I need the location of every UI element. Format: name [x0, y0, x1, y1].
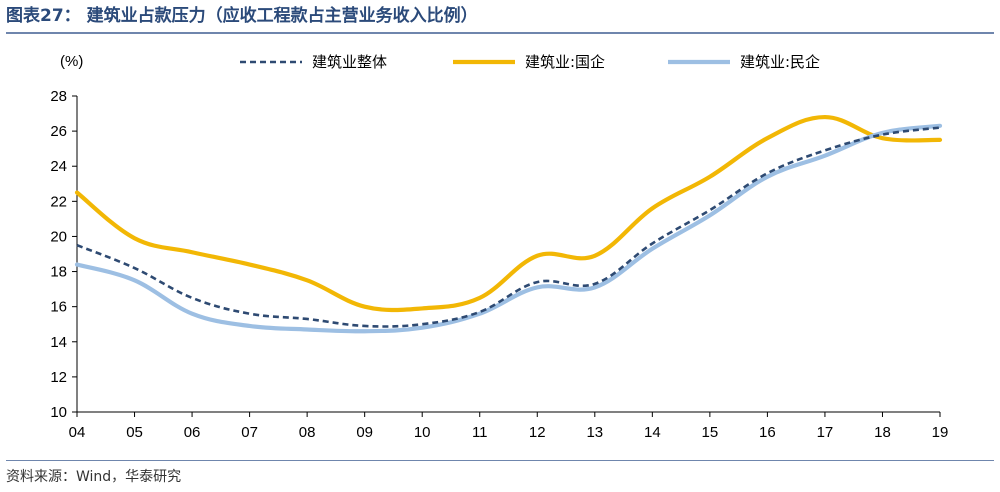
y-axis-label: (%) — [60, 53, 83, 70]
x-tick-label: 05 — [126, 424, 143, 441]
series-line-1 — [74, 114, 943, 313]
source-note: 资料来源：Wind，华泰研究 — [6, 469, 182, 485]
chart-legend: 建筑业整体 建筑业:国企 建筑业:民企 — [240, 53, 820, 71]
series-line-2 — [74, 123, 943, 334]
source-rule — [6, 460, 994, 461]
legend-label-1: 建筑业:国企 — [525, 53, 605, 71]
title-rule — [6, 32, 994, 34]
x-tick-label: 07 — [241, 424, 258, 441]
figure-title: 图表27： 建筑业占款压力（应收工程款占主营业务收入比例） — [6, 6, 478, 26]
y-tick-label: 16 — [50, 299, 67, 316]
x-tick-label: 11 — [472, 424, 488, 441]
x-tick-label: 08 — [299, 424, 316, 441]
legend-label-0: 建筑业整体 — [312, 53, 387, 71]
x-tick-label: 10 — [414, 424, 431, 441]
x-tick-label: 16 — [759, 424, 776, 441]
x-tick-label: 17 — [817, 424, 834, 441]
chart-axes: 10 12 14 16 18 20 22 24 26 28 (%) 04 05 06 07 08 09 10 11 1… — [50, 53, 948, 441]
x-tick-label: 12 — [529, 424, 546, 441]
x-tick-label: 04 — [69, 424, 86, 441]
x-tick-label: 14 — [644, 424, 661, 441]
y-tick-label: 20 — [50, 228, 67, 245]
y-tick-label: 18 — [50, 264, 67, 281]
x-tick-label: 18 — [874, 424, 891, 441]
y-tick-label: 24 — [50, 158, 67, 175]
x-tick-label: 13 — [586, 424, 603, 441]
y-tick-label: 10 — [50, 404, 67, 421]
x-tick-label: 06 — [184, 424, 201, 441]
line-chart: 10 12 14 16 18 20 22 24 26 28 (%) 04 05 06 07 08 09 10 11 1… — [50, 53, 948, 441]
y-tick-label: 14 — [50, 334, 67, 351]
legend-label-2: 建筑业:民企 — [740, 53, 820, 71]
y-tick-label: 26 — [50, 123, 67, 140]
y-tick-label: 12 — [50, 369, 67, 386]
y-tick-label: 22 — [50, 193, 67, 210]
y-tick-label: 28 — [50, 88, 67, 105]
x-tick-label: 15 — [702, 424, 719, 441]
x-tick-label: 09 — [356, 424, 373, 441]
x-tick-label: 19 — [932, 424, 949, 441]
series-line-0 — [76, 126, 941, 328]
chart-series — [74, 114, 943, 334]
